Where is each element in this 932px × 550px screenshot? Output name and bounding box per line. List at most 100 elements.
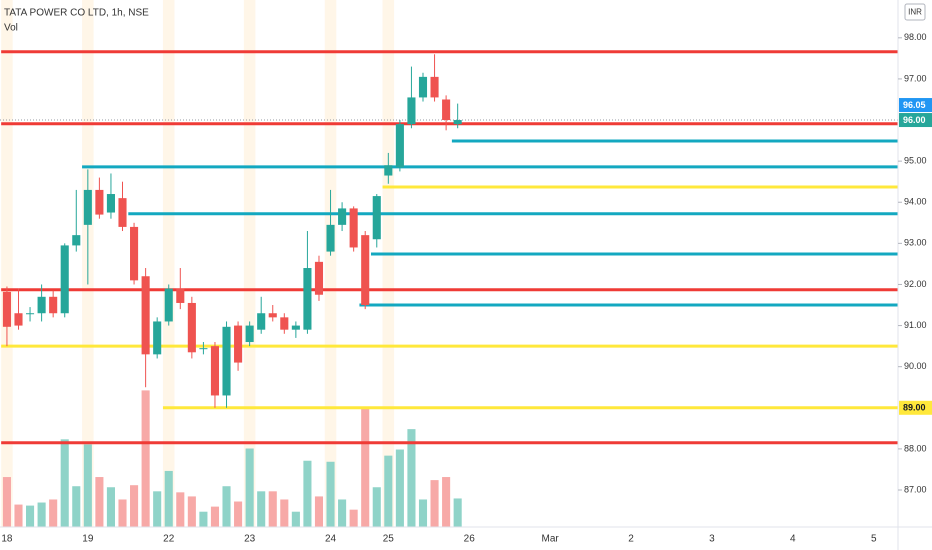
candle-body xyxy=(60,245,69,314)
volume-bar xyxy=(141,390,150,527)
y-tick-label: 87.00 xyxy=(904,484,927,494)
candle-body xyxy=(141,276,150,355)
candle-body xyxy=(130,226,139,281)
y-tick-label: 92.00 xyxy=(904,279,927,289)
volume-bar xyxy=(291,511,300,527)
volume-bar xyxy=(187,496,196,527)
y-tick-label: 90.00 xyxy=(904,361,927,371)
candle-body xyxy=(72,235,81,246)
candle-body xyxy=(164,288,173,322)
price-label-box xyxy=(899,400,932,415)
volume-bar xyxy=(442,477,451,527)
candle-body xyxy=(153,321,162,355)
price-label-box xyxy=(899,113,932,128)
candle-body xyxy=(418,76,428,98)
volume-bar xyxy=(245,448,254,527)
candle-body xyxy=(326,224,335,252)
volume-bar xyxy=(361,408,370,527)
volume-bar xyxy=(326,461,335,527)
volume-bar xyxy=(314,496,324,527)
candle-body xyxy=(106,194,115,213)
y-tick-label: 97.00 xyxy=(904,73,927,83)
candle-body xyxy=(384,165,393,176)
candle-body xyxy=(187,302,196,353)
volume-bar xyxy=(303,460,312,527)
volume-bar xyxy=(257,491,266,527)
volume-bar xyxy=(372,487,381,527)
volume-bar xyxy=(430,480,439,527)
volume-bar xyxy=(164,470,173,527)
candle-body xyxy=(26,313,35,315)
candles xyxy=(2,54,462,408)
price-label: 89.00 xyxy=(903,403,926,413)
candle-body xyxy=(245,325,254,343)
volume-bar xyxy=(234,501,243,527)
x-tick-label: 3 xyxy=(709,534,715,545)
x-tick-label: Mar xyxy=(542,534,560,545)
volume-bar xyxy=(14,504,23,527)
candle-body xyxy=(268,313,277,318)
volume-bar xyxy=(106,487,115,527)
volume-bar xyxy=(153,491,162,527)
volume-bar xyxy=(176,492,185,527)
candle-body xyxy=(199,348,208,350)
volume-bar xyxy=(83,444,92,527)
volume-bar xyxy=(118,499,127,527)
price-label: 96.00 xyxy=(903,115,926,125)
volume-bar xyxy=(26,505,35,527)
x-tick-label: 4 xyxy=(790,534,796,545)
candle-body xyxy=(257,313,266,330)
y-tick-label: 93.00 xyxy=(904,238,927,248)
candle-body xyxy=(222,326,231,396)
y-tick-label: 91.00 xyxy=(904,320,927,330)
x-tick-label: 18 xyxy=(1,534,13,545)
candle-body xyxy=(314,261,324,295)
volume-label: Vol xyxy=(4,23,18,34)
volume-bar xyxy=(95,477,104,527)
candle-body xyxy=(210,346,220,396)
currency[interactable]: INR xyxy=(908,8,922,17)
volume-bar xyxy=(407,429,416,527)
candle-body xyxy=(338,208,347,225)
x-tick-label: 24 xyxy=(325,534,337,545)
candle-body xyxy=(361,235,370,306)
x-tick-label: 2 xyxy=(628,534,634,545)
session-band xyxy=(1,0,13,527)
candle-body xyxy=(280,317,289,330)
candle-body xyxy=(234,325,243,363)
candle-body xyxy=(291,325,300,330)
volume-bar xyxy=(210,506,220,527)
price-label-box xyxy=(899,98,932,113)
x-tick-label: 22 xyxy=(163,534,175,545)
axes: 18 19 22 23 24 25 26 Mar 2 3 4 587.0088.0090.0091.0… xyxy=(1,32,932,545)
session-band xyxy=(324,0,337,527)
candle-body xyxy=(118,198,127,227)
x-tick-label: 25 xyxy=(383,534,395,545)
volume-bar xyxy=(37,502,46,527)
x-tick-label: 5 xyxy=(871,534,877,545)
x-tick-label: 19 xyxy=(82,534,94,545)
volume-bar xyxy=(418,499,428,527)
y-tick-label: 95.00 xyxy=(904,156,927,166)
volume-pane xyxy=(2,390,462,527)
volume-bar xyxy=(72,486,81,527)
x-tick-label: 23 xyxy=(244,534,256,545)
volume-bar xyxy=(384,455,393,527)
volume-bar xyxy=(199,511,208,527)
x-tick-label: 26 xyxy=(464,534,476,545)
session-band xyxy=(162,0,175,527)
volume-bar xyxy=(60,439,69,527)
volume-bar xyxy=(349,509,358,527)
session-band xyxy=(243,0,256,527)
candle-body xyxy=(14,313,23,326)
y-tick-label: 94.00 xyxy=(904,197,927,207)
candle-body xyxy=(349,208,358,248)
y-tick-label: 98.00 xyxy=(904,32,927,42)
candle-body xyxy=(407,97,416,125)
volume-bar xyxy=(338,499,347,527)
candle-body xyxy=(453,120,462,125)
candle-body xyxy=(303,268,312,330)
currency-box[interactable] xyxy=(904,3,926,21)
price-label: 96.05 xyxy=(903,100,926,110)
